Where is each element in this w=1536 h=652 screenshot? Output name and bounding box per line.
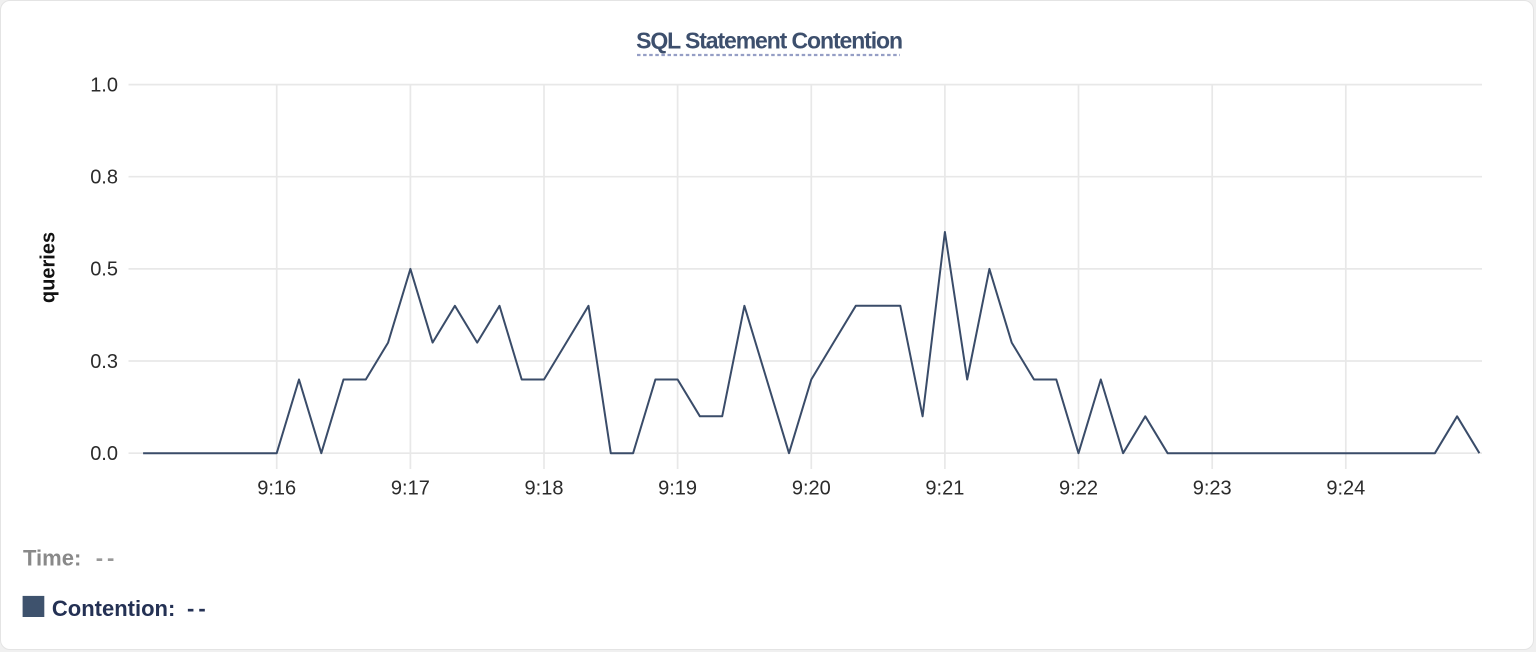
svg-text:--: -- (96, 546, 119, 571)
svg-text:0.3: 0.3 (90, 351, 118, 373)
svg-text:--: -- (187, 596, 210, 621)
svg-text:queries: queries (38, 232, 60, 303)
svg-text:0.0: 0.0 (90, 443, 118, 465)
svg-text:0.5: 0.5 (90, 259, 118, 281)
svg-text:9:24: 9:24 (1326, 477, 1365, 499)
svg-text:9:23: 9:23 (1193, 477, 1232, 499)
svg-text:1.0: 1.0 (90, 74, 118, 96)
svg-text:9:20: 9:20 (792, 477, 831, 499)
svg-text:9:21: 9:21 (925, 477, 964, 499)
svg-text:9:17: 9:17 (391, 477, 430, 499)
svg-text:Contention:: Contention: (52, 596, 175, 621)
svg-text:9:22: 9:22 (1059, 477, 1098, 499)
svg-text:SQL Statement Contention: SQL Statement Contention (636, 28, 902, 54)
svg-text:9:19: 9:19 (658, 477, 697, 499)
svg-text:9:16: 9:16 (257, 477, 296, 499)
svg-text:9:18: 9:18 (525, 477, 564, 499)
svg-text:Time:: Time: (23, 546, 81, 571)
svg-text:0.8: 0.8 (90, 167, 118, 189)
